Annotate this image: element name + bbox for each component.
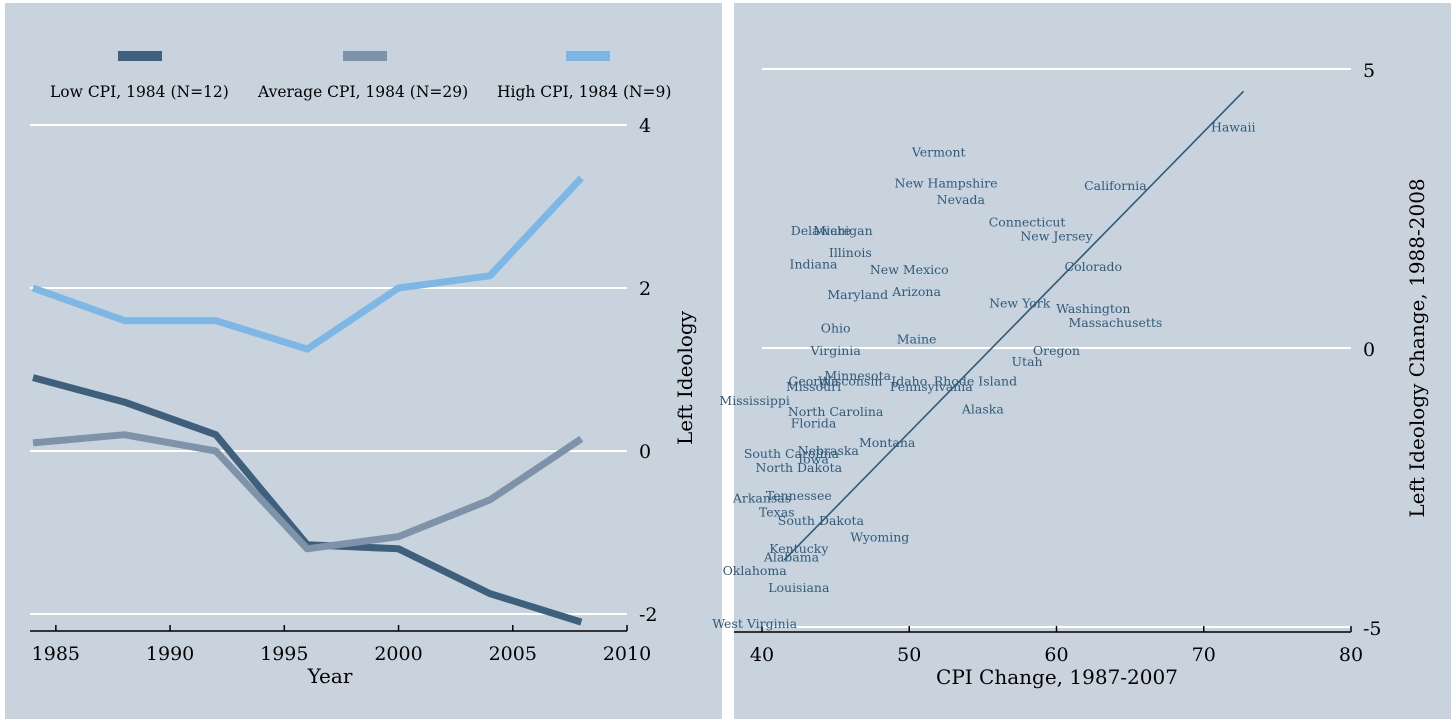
state-point-label: Delaware: [791, 223, 851, 238]
state-point-label: Rhode Island: [934, 373, 1017, 388]
state-point-label: New Mexico: [870, 262, 949, 277]
ideology-by-cpi-line-chart: -2 0 2 4 1985 1990 1995 2000 2005 2010 Year Left Id…: [5, 3, 722, 719]
legend-label: Average CPI, 1984 (N=29): [257, 83, 468, 101]
state-point-label: Kentucky: [769, 541, 829, 556]
x-tick-label: 1985: [32, 643, 80, 665]
state-point-label: Mississippi: [719, 393, 789, 408]
state-point-label: Minnesota: [824, 368, 891, 383]
state-point-label: Louisiana: [768, 580, 830, 595]
state-point-label: North Carolina: [788, 404, 884, 419]
x-tick-label: 2000: [374, 643, 422, 665]
state-point-label: Massachusetts: [1068, 315, 1162, 330]
state-point-label: Washington: [1056, 301, 1130, 316]
series-line: [31, 175, 584, 353]
x-tick-label: 50: [897, 644, 921, 666]
state-point-label: New York: [989, 295, 1051, 310]
line-chart-svg: -2 0 2 4 1985 1990 1995 2000 2005 2010 Year Left Id…: [30, 51, 697, 688]
series-line: [32, 374, 583, 626]
state-point-label: Idaho: [891, 373, 927, 388]
y-axis-title: Left Ideology Change, 1988-2008: [1405, 178, 1429, 517]
state-point-label: California: [1084, 178, 1147, 193]
state-point-label: Michigan: [813, 223, 872, 238]
state-point-label: Connecticut: [989, 214, 1066, 229]
scatter-chart-svg: -5 0 5 40 50 60 70 80 CPI Change, 1987-2007 Left …: [712, 60, 1429, 689]
y-tick-label: 0: [639, 441, 651, 463]
state-point-label: Vermont: [911, 145, 966, 160]
y-tick-label: 0: [1363, 339, 1375, 361]
state-point-label: Ohio: [821, 320, 851, 335]
state-point-label: Alabama: [763, 549, 820, 564]
trend-line: [783, 90, 1245, 561]
state-point-label: South Carolina: [744, 446, 840, 461]
state-point-label: Montana: [859, 435, 916, 450]
state-point-label: West Virginia: [712, 616, 797, 631]
state-point-label: Arkansas: [732, 491, 791, 506]
state-point-label: Florida: [791, 415, 837, 430]
state-point-label: Nebraska: [798, 443, 860, 458]
state-point-label: Oregon: [1033, 343, 1080, 358]
state-point-label: Arizona: [891, 284, 941, 299]
state-point-label: Missouri: [786, 379, 841, 394]
y-tick-label: 4: [639, 115, 651, 137]
x-axis-title: Year: [307, 664, 353, 688]
state-point-label: Pennsylvania: [890, 379, 973, 394]
state-point-label: Colorado: [1065, 259, 1123, 274]
x-tick-label: 2010: [603, 643, 651, 665]
y-tick-label: 2: [639, 278, 651, 300]
x-tick-label: 1995: [260, 643, 308, 665]
state-point-label: Nevada: [937, 192, 986, 207]
x-tick-label: 40: [750, 644, 774, 666]
state-point-label: Maine: [897, 332, 937, 347]
y-axis-title: Left Ideology: [673, 310, 697, 445]
x-axis-title: CPI Change, 1987-2007: [936, 665, 1178, 689]
x-tick-label: 70: [1192, 644, 1216, 666]
legend-label: High CPI, 1984 (N=9): [497, 83, 671, 101]
state-point-label: Illinois: [829, 245, 872, 260]
state-point-label: Wyoming: [850, 530, 909, 545]
x-tick-label: 1990: [146, 643, 194, 665]
y-tick-label: -2: [639, 604, 658, 626]
state-point-label: South Dakota: [778, 513, 865, 528]
x-tick-label: 80: [1339, 644, 1363, 666]
state-point-label: Maryland: [827, 287, 888, 302]
state-point-label: Wisconsin: [818, 373, 882, 388]
state-point-label: Hawaii: [1211, 120, 1256, 135]
state-point-label: Tennessee: [766, 488, 832, 503]
state-point-label: Iowa: [798, 452, 829, 467]
state-point-label: Utah: [1012, 354, 1043, 369]
cpi-change-scatter-chart: -5 0 5 40 50 60 70 80 CPI Change, 1987-2007 Left …: [712, 3, 1451, 719]
state-point-label: Virginia: [809, 343, 861, 358]
y-tick-label: -5: [1363, 618, 1382, 640]
x-tick-label: 2005: [489, 643, 537, 665]
state-point-label: New Jersey: [1020, 228, 1093, 243]
series-line: [32, 431, 584, 553]
state-point-label: North Dakota: [756, 460, 843, 475]
state-point-label: New Hampshire: [895, 175, 998, 190]
y-tick-label: 5: [1363, 60, 1375, 82]
state-point-label: Texas: [759, 505, 795, 520]
state-point-label: Georgia: [788, 373, 839, 388]
state-point-label: Oklahoma: [723, 563, 788, 578]
state-point-label: Indiana: [790, 256, 838, 271]
state-point-label: Alaska: [961, 401, 1004, 416]
x-tick-label: 60: [1044, 644, 1068, 666]
legend-label: Low CPI, 1984 (N=12): [50, 83, 229, 101]
